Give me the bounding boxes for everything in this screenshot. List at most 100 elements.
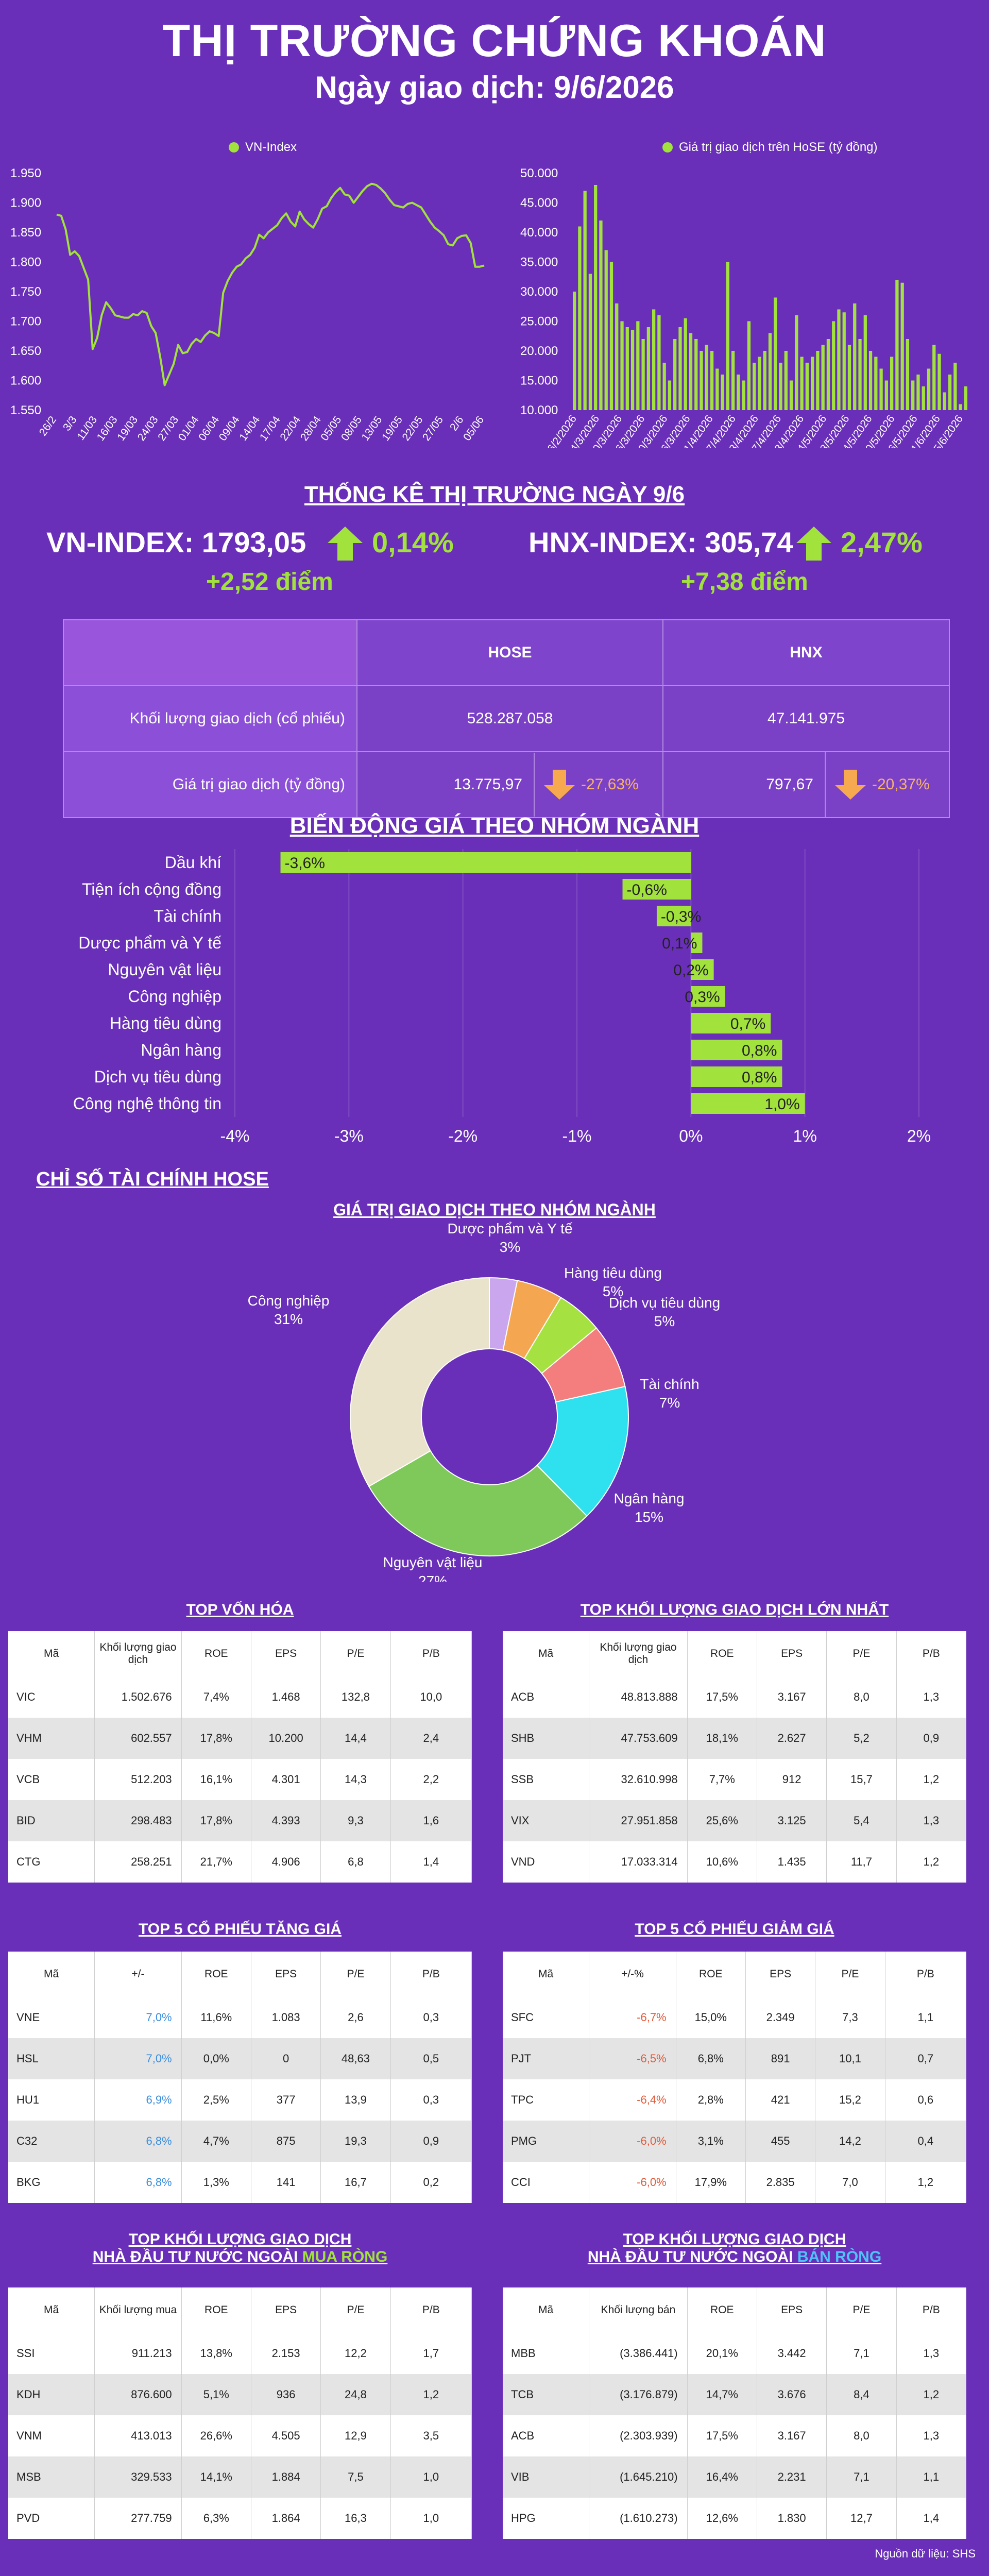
value-bar <box>868 351 873 410</box>
y-tick-label: 20.000 <box>520 344 558 358</box>
vnindex-line <box>56 182 485 386</box>
column-header: EPS <box>757 1631 827 1676</box>
table-cell: 12,2 <box>320 2333 391 2374</box>
bar-value-label: 0,3% <box>685 989 720 1006</box>
table-cell: 16,3 <box>320 2498 391 2539</box>
table-cell: 0,9 <box>390 2121 472 2162</box>
value-bar <box>943 392 946 410</box>
table-cell: 876.600 <box>94 2374 182 2415</box>
table-cell: 1,2 <box>896 1759 967 1800</box>
value-bar <box>615 303 619 410</box>
foreign-sell-title: TOP KHỐI LƯỢNG GIAO DỊCH NHÀ ĐẦU TƯ NƯỚC … <box>503 2231 966 2266</box>
table-cell: 8,4 <box>826 2374 897 2415</box>
table-header-row: Mã Khối lượng mua ROE EPS P/E P/B <box>8 2287 472 2333</box>
category-label: Dược phẩm và Y tế <box>78 934 221 952</box>
value-bar <box>948 375 952 410</box>
table-row: TPC -6,4% 2,8% 421 15,2 0,6 <box>503 2079 967 2121</box>
hnx-volume: 47.141.975 <box>662 685 950 752</box>
column-header: ROE <box>676 1952 746 1997</box>
table-cell: 10,6% <box>687 1841 757 1883</box>
table-cell: VCB <box>8 1759 95 1800</box>
legend-dot-icon <box>662 142 673 152</box>
y-tick-label: 35.000 <box>520 256 558 269</box>
x-tick-label: 19/05 <box>380 414 405 443</box>
sector-bar <box>656 906 691 926</box>
top-gainers-title: TOP 5 CỔ PHIẾU TĂNG GIÁ <box>139 1921 342 1938</box>
top-cap-title: TOP VỐN HÓA <box>186 1601 294 1618</box>
y-tick-label: 45.000 <box>520 196 558 210</box>
table-cell: 6,8% <box>94 2121 182 2162</box>
table-row: PVD 277.759 6,3% 1.864 16,3 1,0 <box>8 2498 472 2539</box>
value-bar <box>847 345 851 410</box>
table-cell: ACB <box>503 1676 590 1718</box>
table-cell: TCB <box>503 2374 590 2415</box>
value-bar <box>953 363 957 410</box>
table-cell: VND <box>503 1841 590 1883</box>
column-header: P/E <box>826 2287 897 2333</box>
table-cell: 2.835 <box>745 2162 816 2203</box>
table-cell: 8,0 <box>826 2415 897 2456</box>
slice-value-label: 27% <box>418 1573 447 1582</box>
x-tick-label: 22/04 <box>278 414 303 443</box>
slice-value-label: 15% <box>635 1509 663 1525</box>
table-cell: 12,6% <box>687 2498 757 2539</box>
top-losers-title: TOP 5 CỔ PHIẾU GIẢM GIÁ <box>635 1921 834 1938</box>
table-row: BID 298.483 17,8% 4.393 9,3 1,6 <box>8 1800 472 1841</box>
slice-value-label: 31% <box>274 1311 303 1327</box>
summary-table: HOSE HNX Khối lượng giao dịch (cổ phiếu)… <box>63 619 950 818</box>
x-tick-label: -3% <box>334 1127 364 1145</box>
table-cell: 48,63 <box>320 2038 391 2079</box>
table-cell: 13,8% <box>181 2333 251 2374</box>
y-tick-label: 1.900 <box>10 196 41 210</box>
table-cell: (3.176.879) <box>589 2374 688 2415</box>
table-cell: 1,1 <box>896 2456 967 2498</box>
x-tick-label: -2% <box>448 1127 478 1145</box>
table-row: CCI -6,0% 17,9% 2.835 7,0 1,2 <box>503 2162 967 2203</box>
vnindex-pct: 0,14% <box>372 526 454 558</box>
x-tick-label: 2% <box>907 1127 931 1145</box>
table-cell: (1.610.273) <box>589 2498 688 2539</box>
x-tick-label: 14/04 <box>237 414 262 443</box>
table-row: VNM 413.013 26,6% 4.505 12,9 3,5 <box>8 2415 472 2456</box>
slice-value-label: 7% <box>659 1395 680 1411</box>
x-tick-label: 27/03 <box>156 414 181 443</box>
line-chart-legend: VN-Index <box>229 140 297 155</box>
table-row: VHM 602.557 17,8% 10.200 14,4 2,4 <box>8 1718 472 1759</box>
x-tick-label: 22/05 <box>400 414 425 443</box>
table-cell: 14,4 <box>320 1718 391 1759</box>
table-cell: 277.759 <box>94 2498 182 2539</box>
slice-label: Ngân hàng <box>613 1490 684 1506</box>
table-cell: 455 <box>745 2121 816 2162</box>
table-row: KDH 876.600 5,1% 936 24,8 1,2 <box>8 2374 472 2415</box>
value-bar <box>742 380 745 410</box>
value-bar <box>832 321 835 410</box>
column-header: ROE <box>687 1631 757 1676</box>
table-cell: 1.884 <box>251 2456 321 2498</box>
value-bar <box>705 345 708 410</box>
table-row: SSB 32.610.998 7,7% 912 15,7 1,2 <box>503 1759 967 1800</box>
value-bar <box>726 262 729 410</box>
table-cell: 377 <box>251 2079 321 2121</box>
table-cell: 1.502.676 <box>94 1676 182 1718</box>
table-cell: VNE <box>8 1997 95 2038</box>
table-cell: HU1 <box>8 2079 95 2121</box>
category-label: Nguyên vật liệu <box>108 960 221 979</box>
title-line: NHÀ ĐẦU TƯ NƯỚC NGOÀI BÁN RÒNG <box>503 2248 966 2266</box>
title-line: TOP KHỐI LƯỢNG GIAO DỊCH <box>623 2231 846 2248</box>
table-row: SFC -6,7% 15,0% 2.349 7,3 1,1 <box>503 1997 967 2038</box>
top-losers-table: Mã +/-% ROE EPS P/E P/B SFC -6,7% 15,0% 2.349 7,3 1… <box>503 1952 967 2203</box>
table-cell: 15,0% <box>676 1997 746 2038</box>
column-header: Mã <box>8 1631 95 1676</box>
x-tick-label: 16/03 <box>95 414 120 443</box>
category-label: Hàng tiêu dùng <box>110 1014 221 1032</box>
y-tick-label: 1.750 <box>10 285 41 299</box>
value-bar <box>837 309 841 410</box>
hnxindex-value: HNX-INDEX: 305,74 <box>528 526 793 558</box>
title-prefix: NHÀ ĐẦU TƯ NƯỚC NGOÀI <box>587 2248 797 2265</box>
table-cell: 912 <box>757 1759 827 1800</box>
table-row: ACB (2.303.939) 17,5% 3.167 8,0 1,3 <box>503 2415 967 2456</box>
table-cell: 6,8% <box>676 2038 746 2079</box>
table-cell: 0 <box>251 2038 321 2079</box>
table-cell: 2,5% <box>181 2079 251 2121</box>
table-cell: 48.813.888 <box>589 1676 688 1718</box>
